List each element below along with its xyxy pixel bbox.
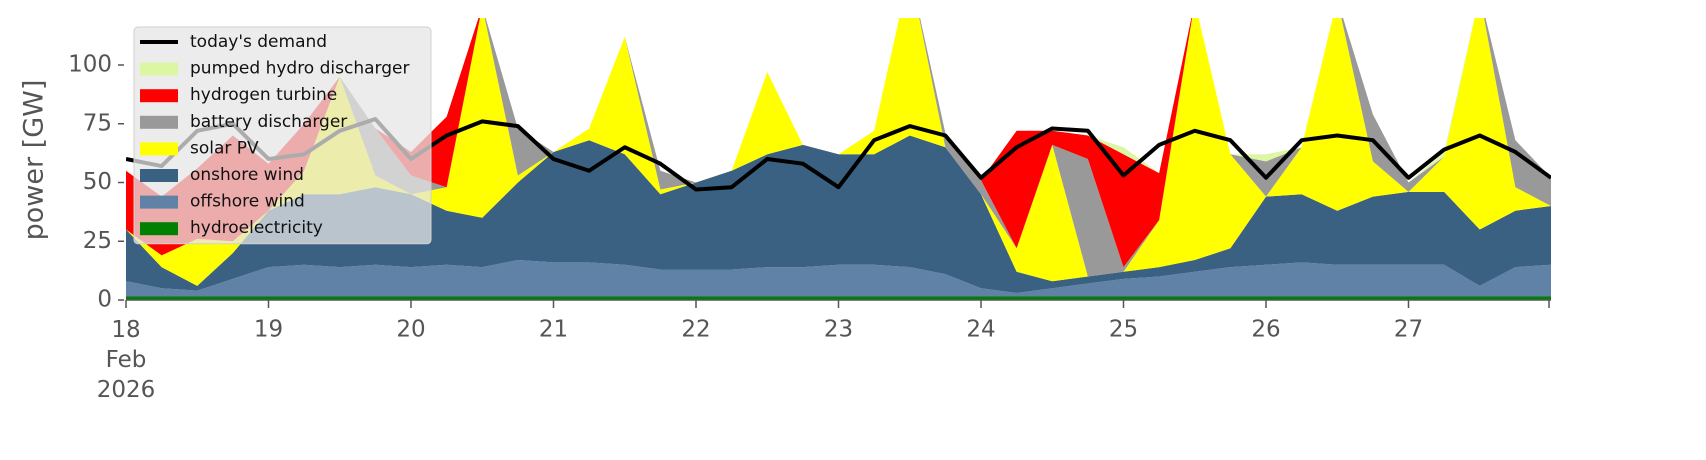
- legend-label: offshore wind: [190, 192, 305, 212]
- legend-swatch: [140, 115, 178, 129]
- legend-label: pumped hydro discharger: [190, 59, 409, 79]
- legend-label: today's demand: [190, 32, 327, 52]
- x-tick-label: 22: [681, 317, 710, 343]
- legend-label: hydroelectricity: [190, 218, 323, 238]
- legend-swatch: [140, 169, 178, 182]
- area: [126, 18, 1551, 286]
- y-tick-label: 25: [83, 228, 112, 254]
- legend-swatch: [140, 62, 178, 76]
- legend-label: solar PV: [190, 138, 259, 158]
- legend-label: battery discharger: [190, 112, 347, 132]
- legend-swatch: [140, 195, 178, 209]
- plot-area: [126, 18, 1551, 300]
- x-tick-label: 19: [254, 317, 283, 343]
- y-tick-label: 50: [83, 169, 112, 195]
- x-tick-label: 26: [1251, 317, 1280, 343]
- x-tick-label: 20: [396, 317, 425, 343]
- legend-swatch: [140, 142, 178, 156]
- legend-swatch: [140, 89, 178, 103]
- y-tick-label: 100: [68, 52, 112, 78]
- legend-label: hydrogen turbine: [190, 85, 337, 105]
- y-tick-label: 0: [97, 287, 112, 313]
- x-tick-label: 25: [1109, 317, 1138, 343]
- x-tick-label: 21: [539, 317, 568, 343]
- x-tick-label: 18 Feb 2026: [97, 317, 156, 403]
- x-tick-label: 24: [966, 317, 995, 343]
- legend-label: onshore wind: [190, 165, 304, 185]
- y-axis-label: power [GW]: [19, 80, 50, 241]
- legend-swatch: [140, 222, 178, 236]
- legend-box: [133, 26, 432, 245]
- area: [126, 260, 1551, 297]
- x-tick-label: 23: [824, 317, 853, 343]
- x-tick-label: 27: [1394, 317, 1423, 343]
- y-tick-label: 75: [83, 110, 112, 136]
- area: [126, 296, 1551, 300]
- area: [126, 135, 1551, 293]
